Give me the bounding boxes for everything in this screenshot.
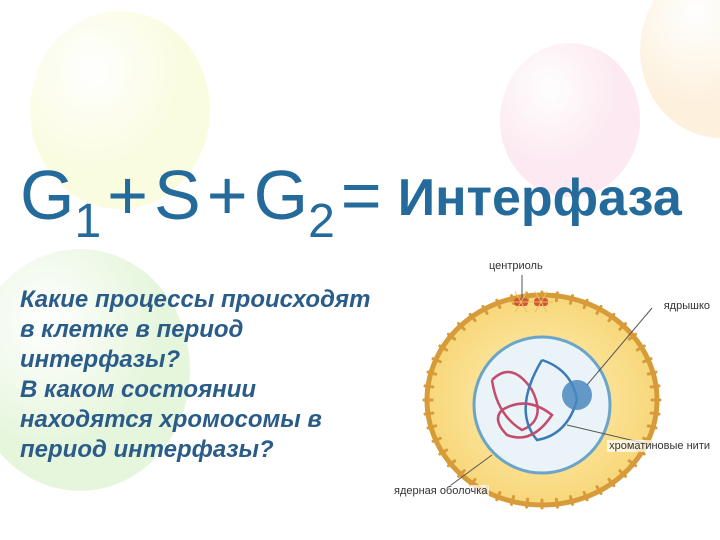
question-line-1: Какие процессы происходят в клетке в пер… bbox=[20, 285, 380, 375]
cell-diagram: центриоль ядрышко хроматиновые нити ядер… bbox=[392, 260, 712, 520]
sub-2: 2 bbox=[308, 194, 335, 249]
term-g1: G bbox=[20, 155, 74, 235]
label-envelope: ядерная оболочка bbox=[392, 485, 489, 497]
question-block: Какие процессы происходят в клетке в пер… bbox=[20, 285, 380, 465]
plus-1: + bbox=[107, 155, 148, 235]
label-chromatin: хроматиновые нити bbox=[607, 440, 712, 452]
result-interphase: Интерфаза bbox=[398, 168, 682, 228]
plus-2: + bbox=[207, 155, 248, 235]
term-g2: G bbox=[254, 155, 308, 235]
sub-1: 1 bbox=[74, 194, 101, 249]
label-nucleolus: ядрышко bbox=[662, 300, 712, 312]
interphase-equation: G1 + S + G2 = Интерфаза bbox=[20, 155, 682, 235]
equals: = bbox=[341, 155, 382, 235]
question-line-2: В каком состоянии находятся хромосомы в … bbox=[20, 375, 380, 465]
label-centriole: центриоль bbox=[487, 260, 545, 272]
term-s: S bbox=[154, 155, 201, 235]
